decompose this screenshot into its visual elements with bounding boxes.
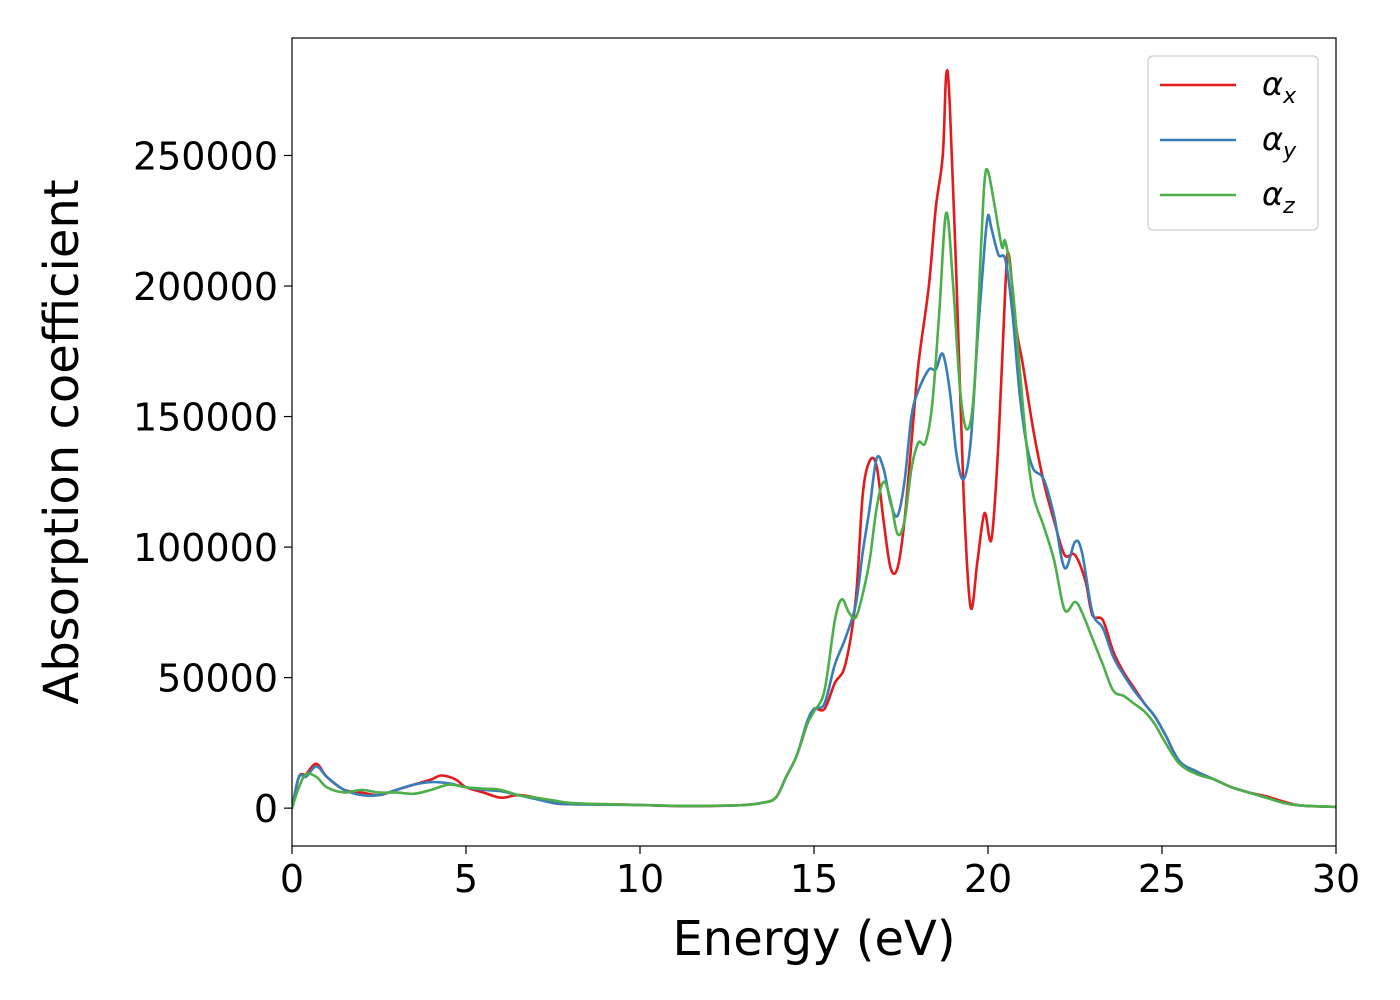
- series-line-y: [292, 213, 1336, 810]
- series-line-x: [292, 69, 1336, 810]
- y-axis-label: Absorption coefficient: [34, 179, 90, 704]
- legend-label-y: αy: [1262, 120, 1297, 164]
- legend-box: [1147, 55, 1319, 231]
- y-tick-label: 50000: [157, 657, 278, 701]
- legend-label-z: αz: [1262, 175, 1295, 219]
- y-tick-label: 100000: [133, 526, 278, 570]
- x-axis-ticks: 0 5 10 15 20 25 30: [280, 846, 1360, 901]
- y-tick-label: 250000: [133, 134, 278, 178]
- x-tick-label: 5: [454, 857, 478, 901]
- x-tick-label: 15: [790, 857, 838, 901]
- y-tick-label: 150000: [133, 396, 278, 440]
- series-layer: [292, 69, 1336, 810]
- series-line-z: [292, 167, 1336, 810]
- x-tick-label: 0: [280, 857, 304, 901]
- x-tick-label: 30: [1312, 857, 1360, 901]
- x-axis-label: Energy (eV): [672, 911, 955, 967]
- y-axis-ticks: 0 50000 100000 150000 200000 250000: [133, 134, 292, 831]
- legend-label-x: αx: [1262, 65, 1297, 109]
- y-tick-label: 200000: [133, 265, 278, 309]
- legend: αx αy αz: [1147, 55, 1319, 231]
- y-tick-label: 0: [254, 787, 278, 831]
- x-tick-label: 20: [964, 857, 1012, 901]
- x-tick-label: 10: [616, 857, 664, 901]
- x-tick-label: 25: [1138, 857, 1186, 901]
